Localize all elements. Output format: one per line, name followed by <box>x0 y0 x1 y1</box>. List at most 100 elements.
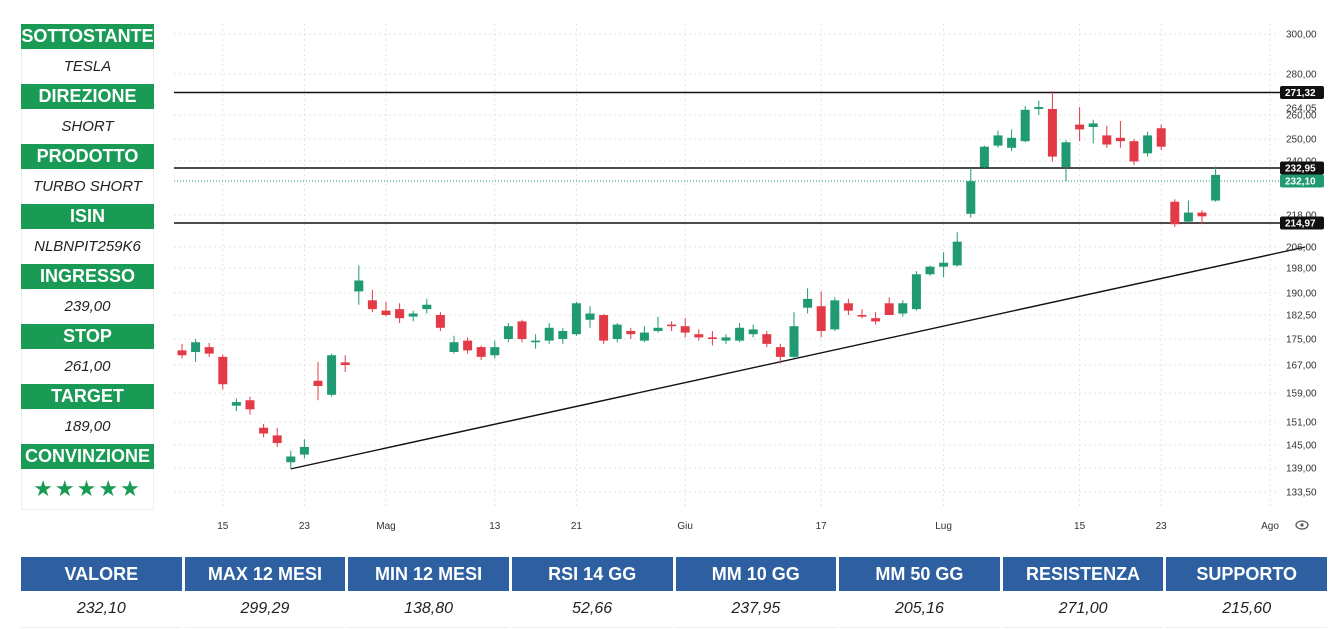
candle-body <box>191 342 201 352</box>
grid-layer <box>174 24 1276 506</box>
underlying-value: TESLA <box>21 49 154 84</box>
y-tick-label: 167,00 <box>1286 361 1317 372</box>
candle-body <box>680 326 690 333</box>
candle-body <box>395 309 405 319</box>
stats-header-mm10: MM 10 GG <box>675 557 837 591</box>
stats-header-max12: MAX 12 MESI <box>184 557 346 591</box>
y-tick-label: 260,00 <box>1286 111 1317 122</box>
info-row-isin: ISIN NLBNPIT259K6 <box>21 204 154 264</box>
info-panel: SOTTOSTANTE TESLA DIREZIONE SHORT PRODOT… <box>21 24 154 510</box>
candle-body <box>327 355 337 395</box>
stats-header-resistance: RESISTENZA <box>1002 557 1164 591</box>
level-tag-bg <box>1280 216 1324 230</box>
candle-body <box>939 262 949 267</box>
candle-body <box>231 402 241 406</box>
y-tick-label: 190,00 <box>1286 289 1317 300</box>
candle-body <box>1211 174 1221 201</box>
candle-body <box>1170 201 1180 225</box>
level-tag: 271,32 <box>1285 88 1316 99</box>
candle-body <box>626 331 636 335</box>
y-axis: 300,00280,00260,00250,00240,00218,00206,… <box>1286 30 1317 499</box>
y-tick-label: 280,00 <box>1286 70 1317 81</box>
candle-body <box>993 135 1003 146</box>
trendline <box>290 246 1306 470</box>
entry-label: INGRESSO <box>21 264 154 289</box>
stats-values-row: 232,10 299,29 138,80 52,66 237,95 205,16… <box>21 591 1327 628</box>
level-tag: 232,95 <box>1285 164 1316 175</box>
x-tick-label: 17 <box>816 521 828 532</box>
level-lines <box>174 91 1280 224</box>
stats-header-min12: MIN 12 MESI <box>348 557 509 591</box>
candle-body <box>571 303 581 335</box>
conviction-label: CONVINZIONE <box>21 444 154 469</box>
candle-body <box>313 380 323 386</box>
stats-value-mm50: 205,16 <box>839 591 1000 628</box>
settings-icon[interactable] <box>1295 520 1309 530</box>
isin-value: NLBNPIT259K6 <box>21 229 154 264</box>
candle-body <box>830 300 840 330</box>
candles-layer <box>177 91 1221 469</box>
candle-body <box>490 347 500 356</box>
candle-body <box>1197 212 1207 217</box>
candle-body <box>653 327 663 331</box>
y-tick-label: 139,00 <box>1286 464 1317 475</box>
candle-body <box>1047 108 1057 157</box>
y-tick-label: 175,00 <box>1286 335 1317 346</box>
candle-body <box>259 427 269 434</box>
stats-value-support: 215,60 <box>1166 591 1327 628</box>
y-tick-label: 145,00 <box>1286 441 1317 452</box>
info-row-target: TARGET 189,00 <box>21 384 154 444</box>
candle-body <box>775 347 785 357</box>
candle-body <box>789 326 799 357</box>
stats-value-max12: 299,29 <box>184 591 346 628</box>
candle-body <box>1156 128 1166 147</box>
candle-body <box>1020 109 1030 142</box>
candle-body <box>803 298 813 308</box>
candle-body <box>1143 135 1153 154</box>
candle-body <box>299 446 309 455</box>
candle-body <box>177 350 187 356</box>
x-axis: 15 23 Mag 13 21 Giu 17 Lug 15 23 Ago <box>217 521 1279 532</box>
candle-body <box>218 356 228 385</box>
candlestick-chart-svg: 300,00280,00260,00250,00240,00218,00206,… <box>174 24 1324 532</box>
y-tick-label: 133,50 <box>1286 488 1317 499</box>
product-value: TURBO SHORT <box>21 169 154 204</box>
candle-body <box>748 329 758 335</box>
entry-value: 239,00 <box>21 289 154 324</box>
price-tags: 264,05 271,32 232,95 214,97 232,10 <box>1280 86 1324 230</box>
candle-body <box>1034 107 1044 109</box>
level-tag-bg <box>1280 161 1324 175</box>
candle-body <box>517 321 527 339</box>
y-tick-label: 218,00 <box>1286 211 1317 222</box>
candle-body <box>966 181 976 214</box>
stats-header-mm50: MM 50 GG <box>839 557 1000 591</box>
candle-body <box>612 324 622 339</box>
isin-label: ISIN <box>21 204 154 229</box>
x-tick-label: 13 <box>489 521 501 532</box>
x-tick-label: 23 <box>1156 521 1168 532</box>
candle-body <box>721 337 731 341</box>
candle-body <box>558 331 568 339</box>
stats-value-value: 232,10 <box>21 591 182 628</box>
candle-body <box>911 274 921 310</box>
stop-value: 261,00 <box>21 349 154 384</box>
candle-body <box>667 324 677 327</box>
last-price-tag-bg <box>1280 174 1324 188</box>
candle-body <box>354 280 364 292</box>
stats-header-row: VALORE MAX 12 MESI MIN 12 MESI RSI 14 GG… <box>21 557 1327 591</box>
stop-label: STOP <box>21 324 154 349</box>
target-value: 189,00 <box>21 409 154 444</box>
candle-body <box>503 326 513 339</box>
stats-value-rsi14: 52,66 <box>511 591 673 628</box>
candle-body <box>1088 123 1098 127</box>
level-tag: 214,97 <box>1285 219 1316 230</box>
x-tick-label: 15 <box>1074 521 1086 532</box>
candle-body <box>585 313 595 320</box>
candle-body <box>639 332 649 341</box>
candle-body <box>1102 135 1112 145</box>
candle-body <box>245 400 255 410</box>
y-tick-label: 300,00 <box>1286 30 1317 41</box>
conviction-stars: ★★★★★ <box>21 469 154 510</box>
info-row-direction: DIREZIONE SHORT <box>21 84 154 144</box>
info-row-stop: STOP 261,00 <box>21 324 154 384</box>
